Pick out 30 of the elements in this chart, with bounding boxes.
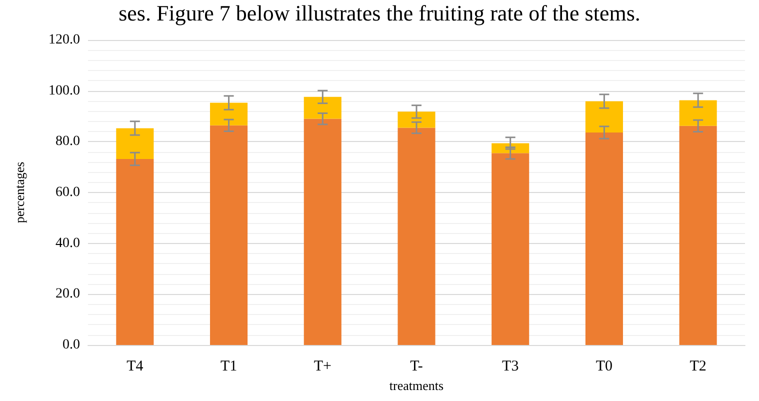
text: ses. Figure 7 below illustrates the fruiting rate of the stems. [118, 0, 640, 26]
x-tick-label: T+ [314, 358, 332, 374]
bar [210, 125, 248, 345]
bar [585, 132, 623, 345]
x-tick-label: T2 [690, 358, 706, 374]
y-tick-label: 20.0 [56, 286, 80, 302]
x-tick-label: T3 [502, 358, 519, 374]
bar [304, 96, 342, 119]
bar [585, 101, 623, 133]
bar [492, 153, 530, 345]
y-axis-title: percentages [12, 162, 27, 224]
bar [398, 112, 436, 128]
x-tick-label: T1 [220, 358, 238, 374]
bar [116, 158, 154, 345]
x-tick-label: T4 [126, 358, 144, 374]
bar [304, 118, 342, 345]
y-tick-label: 80.0 [56, 134, 80, 150]
x-tick-label: T- [410, 358, 423, 374]
x-axis-title: treatments [389, 378, 444, 393]
bar [116, 128, 154, 159]
bar [679, 100, 717, 126]
y-tick-label: 100.0 [48, 83, 80, 98]
y-tick-label: 120.0 [48, 32, 80, 48]
bar [679, 126, 717, 345]
y-tick-label: 60.0 [56, 185, 80, 200]
bar [210, 102, 248, 126]
x-tick-label: T0 [596, 358, 613, 374]
y-tick-label: 40.0 [56, 236, 80, 251]
bar [398, 128, 436, 345]
y-tick-label: 0.0 [62, 338, 80, 352]
